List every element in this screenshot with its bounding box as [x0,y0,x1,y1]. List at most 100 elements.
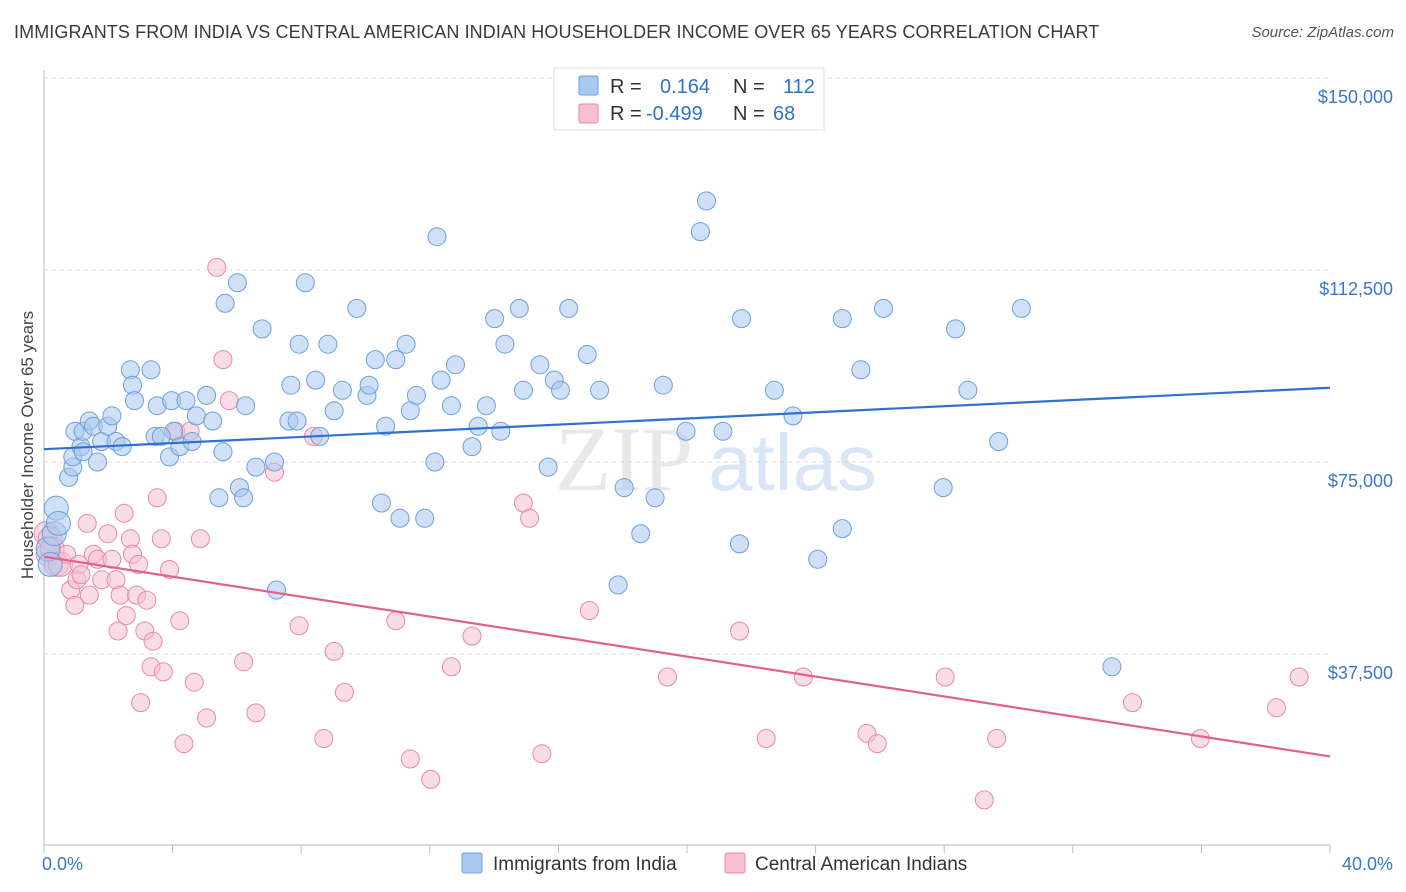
india-point-17 [102,406,122,426]
india-point-38 [215,293,235,313]
y-axis-title: Householder Income Over 65 years [18,311,37,579]
india-point-64 [390,508,410,528]
bottom-legend-swatch-blue [461,852,483,874]
india-point-56 [332,380,352,400]
central-american-point-63 [579,601,599,620]
central-american-point-34 [151,529,171,549]
chart-title: IMMIGRANTS FROM INDIA VS CENTRAL AMERICA… [14,22,1100,42]
central-american-point-39 [174,734,194,754]
central-american-point-52 [314,729,334,748]
axes [43,70,1331,853]
india-point-54 [318,334,338,354]
central-american-point-71 [974,790,994,810]
central-american-point-27 [129,554,149,574]
india-point-106 [874,298,893,318]
india-point-85 [551,380,570,400]
india-point-81 [513,380,533,400]
india-point-83 [538,457,558,477]
india-point-45 [265,452,284,472]
india-point-4 [45,510,71,536]
india-point-100 [764,380,784,400]
india-point-36 [209,488,229,508]
india-point-95 [690,222,710,242]
india-point-48 [281,375,301,395]
india-point-90 [614,478,634,498]
central-american-point-12 [77,513,97,533]
india-point-77 [485,309,505,329]
central-american-point-76 [1289,667,1309,687]
gridlines [44,77,1330,655]
india-point-75 [468,416,488,436]
india-point-31 [176,391,196,411]
india-point-110 [989,432,1009,451]
legend-r-label-blue: R = [610,76,642,98]
india-point-74 [462,437,482,457]
india-point-22 [125,391,144,411]
india-point-69 [425,452,445,472]
india-point-111 [1011,298,1031,318]
central-american-point-46 [219,391,239,411]
india-point-91 [631,524,651,544]
india-point-52 [306,370,326,390]
y-tick-labels: $37,500 $75,000 $112,500 $150,000 [1318,87,1393,683]
central-american-point-42 [190,529,210,549]
central-american-point-73 [1123,693,1142,713]
central-american-point-50 [289,616,309,636]
legend: R = 0.164 N = 112 R = -0.499 N = 68 [553,67,825,131]
bottom-legend: Immigrants from India Central American I… [461,852,967,875]
india-point-105 [851,360,871,380]
india-point-79 [495,334,515,354]
central-american-point-28 [131,693,151,713]
legend-n-label-blue: N = [733,76,765,98]
india-point-89 [608,575,628,595]
india-point-70 [427,227,447,247]
central-american-point-8 [65,595,85,615]
bottom-legend-label-india: Immigrants from India [493,854,677,875]
india-point-101 [783,406,803,426]
india-point-29 [151,426,171,446]
central-american-point-66 [756,729,776,748]
central-american-point-44 [207,257,227,277]
india-point-82 [530,355,550,375]
bottom-legend-swatch-pink [724,852,746,874]
india-point-78 [491,421,511,441]
india-point-73 [446,355,465,375]
central-american-point-69 [867,734,887,754]
central-american-point-47 [234,652,254,672]
india-point-14 [88,452,107,472]
india-point-71 [431,370,451,390]
trend-lines [43,386,1331,758]
legend-swatch-pink [578,103,599,124]
india-point-55 [324,401,344,421]
central-american-point-11 [71,565,91,585]
central-american-point-13 [79,585,99,605]
india-point-1 [37,551,63,577]
source-label: Source: ZipAtlas.com [1251,24,1394,41]
central-american-point-56 [400,749,420,769]
india-point-107 [933,478,953,498]
india-point-88 [590,380,610,400]
central-american-point-45 [213,350,233,370]
central-american-point-20 [108,621,128,641]
india-point-92 [645,488,665,508]
india-point-68 [415,508,435,528]
trend-line-central-american [43,555,1331,758]
legend-r-value-pink: -0.499 [646,103,703,125]
central-american-point-38 [170,611,190,631]
india-point-42 [236,396,256,416]
central-american-point-61 [520,508,540,528]
legend-n-value-pink: 68 [773,103,795,125]
central-american-point-74 [1190,729,1210,748]
india-point-61 [371,493,391,513]
central-american-point-32 [143,631,163,651]
legend-swatch-blue [578,75,599,96]
y-tick-label-1: $75,000 [1328,471,1393,491]
india-point-65 [396,334,416,354]
india-point-67 [406,385,426,405]
india-point-37 [213,442,233,462]
india-point-51 [295,273,315,293]
central-american-point-35 [153,662,173,682]
central-american-point-41 [184,672,204,692]
india-point-103 [832,519,852,539]
